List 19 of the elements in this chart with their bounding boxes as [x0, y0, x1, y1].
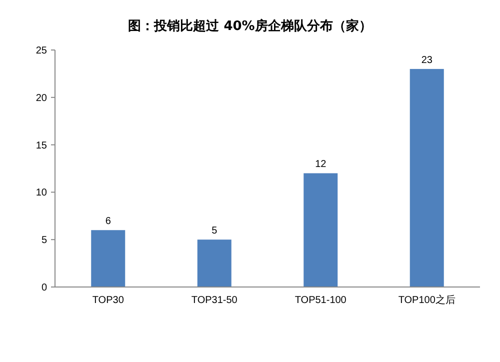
y-tick-label: 15 — [36, 140, 48, 152]
y-tick-label: 0 — [41, 282, 48, 294]
x-tick-label: TOP31-50 — [191, 295, 238, 306]
x-tick-label: TOP51-100 — [294, 295, 347, 306]
data-label: 12 — [315, 159, 327, 170]
data-label: 6 — [105, 216, 112, 228]
y-tick-label: 20 — [36, 92, 48, 104]
bar — [91, 230, 126, 287]
data-label: 5 — [212, 226, 218, 237]
bar — [197, 240, 232, 287]
y-tick-label: 10 — [36, 188, 48, 199]
x-tick-label: TOP30 — [92, 295, 124, 306]
data-label: 23 — [421, 54, 433, 66]
chart-title: 图：投销比超过 40%房企梯队分布（家） — [128, 18, 372, 34]
y-tick-label: 5 — [41, 235, 48, 246]
x-tick-label: TOP100之后 — [398, 294, 456, 306]
bar — [304, 173, 338, 287]
y-tick-label: 25 — [36, 46, 48, 56]
bar — [410, 68, 444, 287]
